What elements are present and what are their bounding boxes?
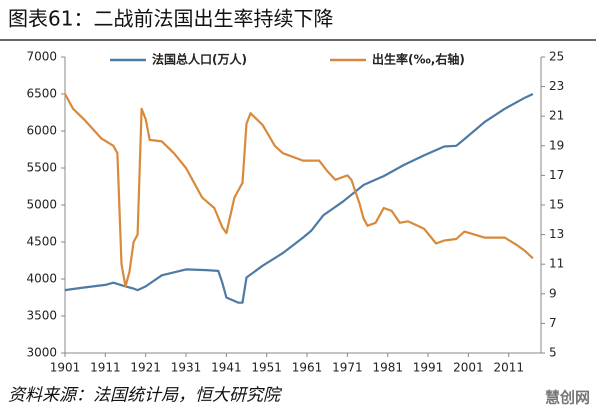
y2-tick-label: 9 bbox=[549, 286, 557, 300]
x-tick-label: 1961 bbox=[292, 361, 323, 375]
y2-tick-label: 19 bbox=[549, 138, 564, 152]
y-tick-label: 7000 bbox=[26, 50, 57, 64]
x-tick-label: 1971 bbox=[332, 361, 363, 375]
y2-tick-label: 11 bbox=[549, 257, 564, 271]
y2-tick-label: 23 bbox=[549, 79, 564, 93]
x-tick-label: 1951 bbox=[251, 361, 282, 375]
chart-title: 图表61：二战前法国出生率持续下降 bbox=[8, 7, 333, 31]
legend-label: 法国总人口(万人) bbox=[152, 52, 247, 67]
x-tick-label: 1941 bbox=[211, 361, 242, 375]
x-tick-label: 1901 bbox=[50, 361, 81, 375]
y-tick-label: 6000 bbox=[26, 124, 57, 138]
y2-tick-label: 5 bbox=[549, 346, 557, 360]
source-note: 资料来源：法国统计局，恒大研究院 bbox=[8, 386, 283, 406]
y-tick-label: 5500 bbox=[26, 161, 57, 175]
x-tick-label: 1991 bbox=[413, 361, 444, 375]
legend-label: 出生率(‰,右轴) bbox=[372, 52, 465, 67]
y-tick-label: 6500 bbox=[26, 87, 57, 101]
x-tick-label: 1911 bbox=[90, 361, 121, 375]
x-tick-label: 2011 bbox=[493, 361, 524, 375]
y-tick-label: 3000 bbox=[26, 346, 57, 360]
y-tick-label: 5000 bbox=[26, 198, 57, 212]
y2-tick-label: 15 bbox=[549, 198, 564, 212]
series-line bbox=[64, 93, 534, 288]
x-tick-label: 1931 bbox=[171, 361, 202, 375]
series-line bbox=[64, 93, 534, 304]
y2-tick-label: 21 bbox=[549, 109, 564, 123]
y-tick-label: 4000 bbox=[26, 272, 57, 286]
y-tick-label: 3500 bbox=[26, 309, 57, 323]
y2-tick-label: 17 bbox=[549, 168, 564, 182]
y2-tick-label: 13 bbox=[549, 227, 564, 241]
x-tick-label: 1981 bbox=[372, 361, 403, 375]
x-tick-label: 2001 bbox=[453, 361, 484, 375]
y2-tick-label: 25 bbox=[549, 50, 564, 64]
y2-tick-label: 7 bbox=[549, 316, 557, 330]
x-tick-label: 1921 bbox=[130, 361, 161, 375]
y-tick-label: 4500 bbox=[26, 235, 57, 249]
watermark: 慧创网 bbox=[545, 389, 590, 407]
